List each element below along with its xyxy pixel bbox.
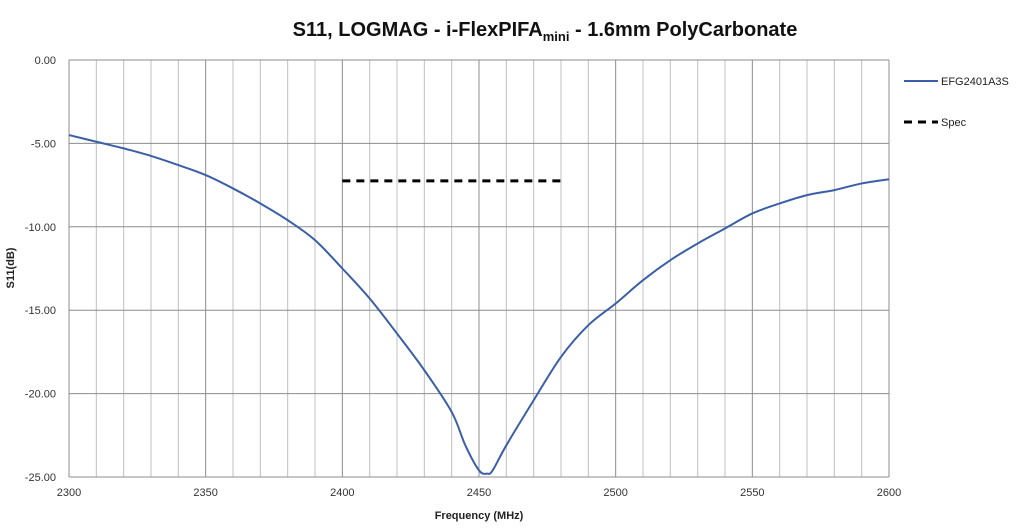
x-tick-label: 2550 bbox=[740, 487, 764, 499]
x-tick-label: 2500 bbox=[603, 487, 627, 499]
y-tick-label: 0.00 bbox=[35, 55, 56, 67]
y-axis-label: S11(dB) bbox=[5, 247, 17, 288]
series-line-efg2401a3s bbox=[68, 134, 890, 475]
y-tick-label: -5.00 bbox=[31, 138, 56, 150]
x-tick-label: 2450 bbox=[467, 487, 491, 499]
y-tick-label: -20.00 bbox=[25, 389, 56, 401]
y-tick-label: -10.00 bbox=[25, 222, 56, 234]
gridlines bbox=[68, 59, 890, 478]
x-tick-label: 2600 bbox=[877, 487, 901, 499]
series-layer bbox=[68, 134, 890, 475]
y-tick-label: -25.00 bbox=[25, 472, 56, 484]
x-axis-label: Frequency (MHz) bbox=[435, 510, 524, 522]
x-tick-label: 2350 bbox=[193, 487, 217, 499]
legend: EFG2401A3S Spec bbox=[904, 76, 1009, 129]
chart-title: S11, LOGMAG - i-FlexPIFAmini - 1.6mm Pol… bbox=[293, 19, 798, 44]
y-tick-label: -15.00 bbox=[25, 305, 56, 317]
x-tick-label: 2400 bbox=[330, 487, 354, 499]
legend-label-spec: Spec bbox=[941, 117, 967, 129]
tick-labels: 2300 2350 2400 2450 2500 2550 2600 0.00 -5.00 -10… bbox=[25, 55, 901, 499]
legend-label-efg2401a3s: EFG2401A3S bbox=[941, 76, 1009, 88]
x-tick-label: 2300 bbox=[57, 487, 81, 499]
